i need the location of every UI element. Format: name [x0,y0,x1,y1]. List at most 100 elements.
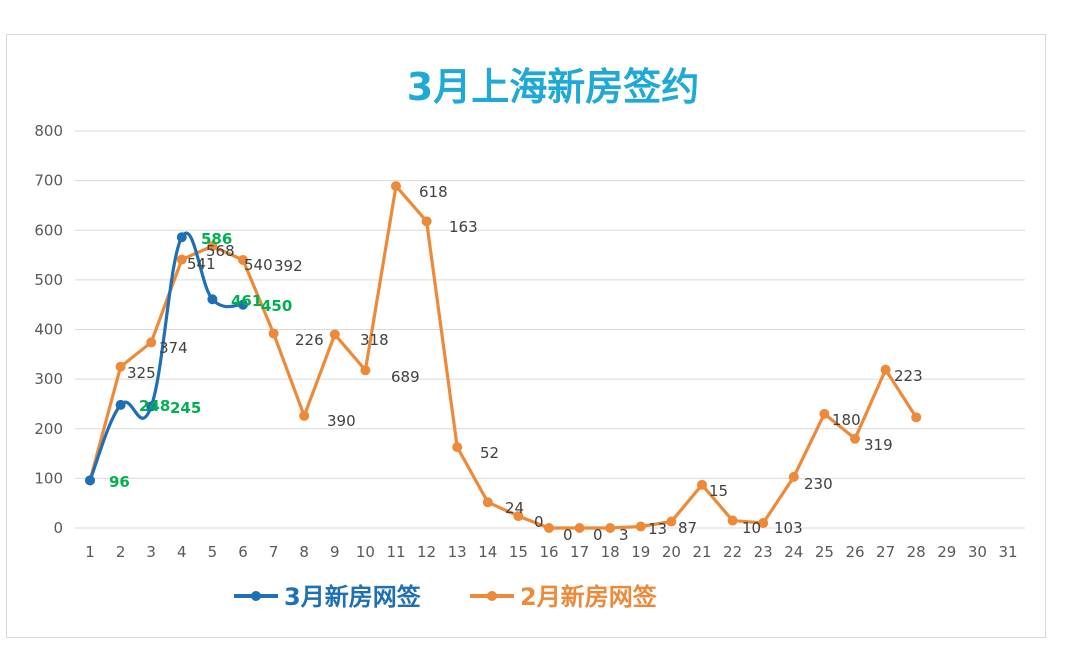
legend-february-label: 2月新房网签 [520,583,658,611]
data-point [238,299,248,310]
x-tick-label: 9 [330,543,340,561]
x-tick-label: 18 [601,543,620,561]
legend-march-label: 3月新房网签 [284,583,422,611]
x-tick-label: 13 [448,543,467,561]
data-label: 96 [109,473,130,491]
y-tick-label: 600 [34,221,63,239]
y-tick-label: 300 [34,370,63,388]
data-label: 568 [206,242,235,260]
data-label: 248 [139,397,170,415]
x-tick-label: 5 [208,543,218,561]
data-label: 15 [709,482,728,500]
data-point [819,408,830,419]
y-tick-label: 100 [34,469,63,487]
data-point [605,523,616,533]
data-label: 230 [804,475,833,493]
data-label: 103 [774,519,803,537]
data-label: 10 [742,519,761,537]
data-label: 0 [534,513,544,531]
x-tick-label: 25 [815,543,834,561]
x-tick-label: 24 [784,543,803,561]
x-tick-label: 2 [116,543,126,561]
data-label: 163 [449,218,478,236]
x-tick-label: 28 [907,543,926,561]
data-label: 52 [480,444,499,462]
data-label: 390 [327,412,356,430]
data-point [146,337,157,348]
x-tick-label: 30 [968,543,987,561]
x-tick-label: 1 [85,543,95,561]
y-tick-label: 0 [53,519,63,537]
x-tick-label: 12 [417,543,436,561]
y-tick-label: 400 [34,321,63,339]
data-label: 618 [419,183,448,201]
x-tick-label: 6 [238,543,248,561]
data-point [115,361,126,372]
gridlines [75,130,1025,529]
y-tick-label: 700 [34,172,63,190]
data-label: 461 [231,292,262,310]
data-point [850,433,860,444]
x-tick-label: 11 [386,543,405,561]
data-point [85,475,95,486]
x-tick-label: 3 [146,543,156,561]
x-tick-label: 10 [356,543,375,561]
data-label: 540 [244,256,273,274]
data-point [421,216,432,227]
data-label: 0 [563,526,573,544]
x-tick-label: 16 [539,543,558,561]
x-tick-label: 19 [631,543,650,561]
legend: 3月新房网签 2月新房网签 [234,583,658,611]
data-point [115,399,126,410]
series-points [85,181,922,533]
y-tick-label: 800 [34,122,63,140]
x-tick-label: 31 [998,543,1017,561]
series-line-1 [88,184,918,530]
y-axis-ticks: 0 100 200 300 400 500 600 700 800 [34,122,63,537]
data-label: 223 [894,367,923,385]
data-point [360,365,371,376]
x-tick-label: 22 [723,543,742,561]
data-point [207,294,218,305]
data-point [452,442,463,453]
x-tick-label: 8 [299,543,309,561]
data-point [238,255,248,266]
data-label: 374 [159,339,188,357]
data-label: 13 [648,520,667,538]
legend-march-marker [251,591,261,601]
data-label: 318 [360,331,389,349]
x-tick-label: 21 [692,543,711,561]
data-point [299,410,310,421]
data-point [482,497,493,508]
x-tick-label: 23 [754,543,773,561]
data-point [268,328,279,339]
chart-title: 3月上海新房签约 [407,65,699,109]
data-label: 586 [201,230,232,248]
y-tick-label: 500 [34,271,63,289]
x-tick-label: 27 [876,543,895,561]
data-point [513,511,524,522]
data-label: 3 [619,526,629,544]
data-label: 689 [391,368,420,386]
x-tick-label: 4 [177,543,187,561]
data-point [146,401,157,412]
x-axis-ticks: 1 2 3 4 5 6 7 8 9 10 11 12 13 14 15 16 17 18 19 20 21 22 23 24 2… [85,543,1017,561]
data-point [329,329,340,340]
data-point [207,241,218,252]
data-point [176,254,187,265]
data-label: 87 [678,519,697,537]
data-point [666,516,677,527]
data-label: 541 [187,255,216,273]
data-point [911,412,922,423]
x-tick-label: 26 [845,543,864,561]
chart-frame [6,34,1046,638]
data-label: 319 [864,436,893,454]
x-tick-label: 7 [269,543,279,561]
data-point [697,479,707,490]
data-point [788,471,799,482]
data-point [635,521,646,532]
data-point [574,523,585,533]
data-point [544,523,554,533]
